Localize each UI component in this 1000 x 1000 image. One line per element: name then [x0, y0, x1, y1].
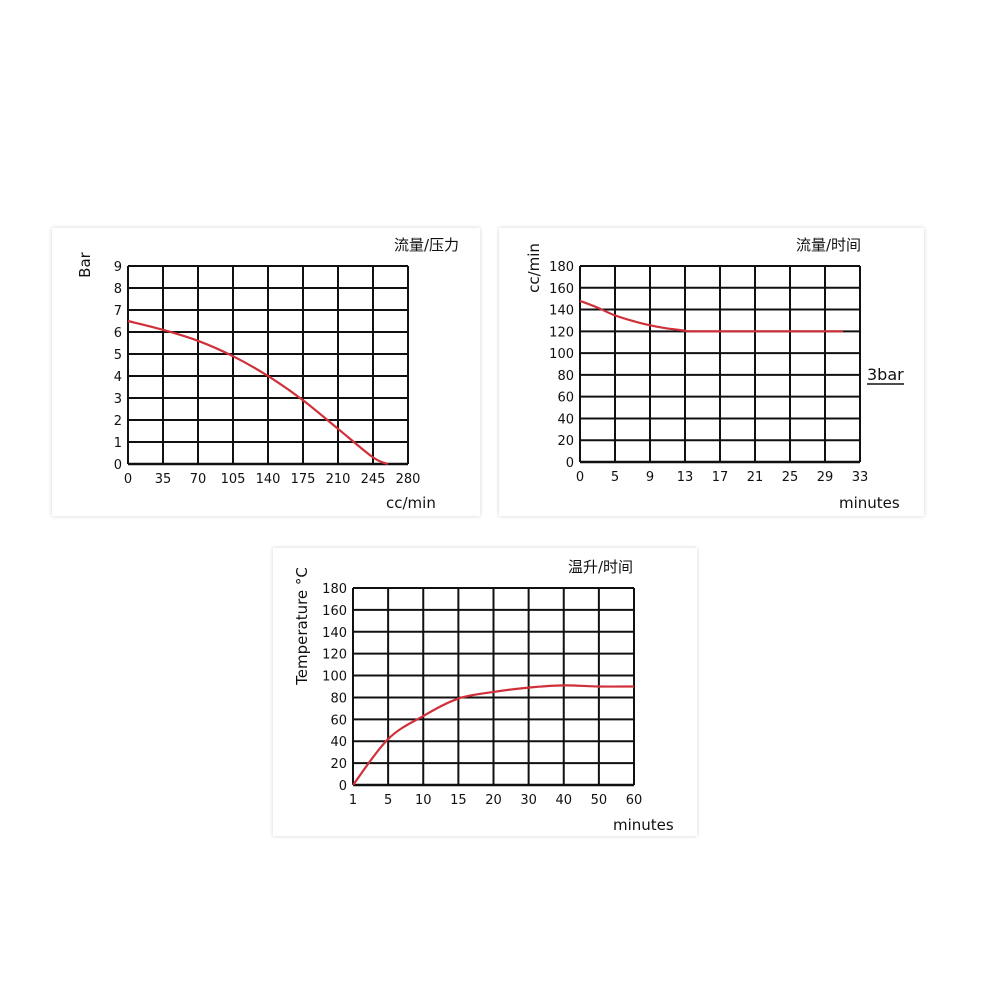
y-tick-label: 160 — [549, 282, 574, 297]
y-tick-label: 6 — [114, 326, 122, 341]
chart-card-flow-time: 流量/时间 cc/min minutes 3bar 0 5 9 13 17 21 25 29 3… — [499, 228, 924, 516]
x-axis-title: minutes — [613, 816, 674, 834]
x-tick-label: 245 — [361, 472, 386, 487]
x-tick-label: 105 — [221, 472, 246, 487]
x-tick-label: 5 — [611, 470, 619, 485]
chart-title: 流量/时间 — [796, 236, 861, 254]
x-axis-title: minutes — [839, 494, 900, 512]
y-tick-label: 140 — [322, 626, 347, 641]
y-axis-title: cc/min — [525, 243, 543, 293]
x-tick-label: 33 — [852, 470, 869, 485]
x-tick-label: 25 — [782, 470, 799, 485]
chart-card-temperature-time: 温升/时间 Temperature °C minutes 1 5 10 15 20 30 4… — [273, 548, 697, 836]
x-tick-label: 20 — [485, 793, 502, 808]
y-tick-label: 60 — [557, 391, 574, 406]
x-tick-label: 1 — [349, 793, 357, 808]
x-tick-label: 13 — [677, 470, 694, 485]
x-tick-label: 0 — [124, 472, 132, 487]
grid — [127, 265, 409, 466]
y-tick-label: 40 — [557, 412, 574, 427]
y-tick-label: 3 — [114, 392, 122, 407]
series-line — [127, 319, 389, 466]
chart-title: 流量/压力 — [394, 236, 459, 254]
x-tick-label: 210 — [326, 472, 351, 487]
x-tick-label: 10 — [415, 793, 432, 808]
x-tick-label: 70 — [190, 472, 207, 487]
flow-pressure-chart: 流量/压力 Bar cc/min 0 35 70 105 140 175 210 245 280… — [76, 236, 459, 512]
y-tick-label: 80 — [557, 369, 574, 384]
y-tick-label: 20 — [557, 434, 574, 449]
x-tick-label: 5 — [384, 793, 392, 808]
y-tick-label: 0 — [566, 456, 574, 471]
y-tick-label: 0 — [114, 458, 122, 473]
x-tick-label: 50 — [591, 793, 608, 808]
x-tick-label: 140 — [256, 472, 281, 487]
y-tick-label: 9 — [114, 260, 122, 275]
y-tick-label: 180 — [322, 582, 347, 597]
x-tick-label: 30 — [520, 793, 537, 808]
x-tick-label: 29 — [817, 470, 834, 485]
x-tick-label: 21 — [747, 470, 764, 485]
y-axis-title: Temperature °C — [293, 567, 311, 686]
y-tick-label: 100 — [549, 347, 574, 362]
x-tick-label: 60 — [626, 793, 643, 808]
y-tick-label: 7 — [114, 304, 122, 319]
y-tick-label: 60 — [330, 713, 347, 728]
x-tick-label: 40 — [555, 793, 572, 808]
y-tick-label: 40 — [330, 735, 347, 750]
y-tick-label: 0 — [339, 779, 347, 794]
y-tick-label: 140 — [549, 304, 574, 319]
chart-title: 温升/时间 — [568, 558, 633, 576]
x-tick-label: 35 — [155, 472, 172, 487]
y-tick-label: 4 — [114, 370, 122, 385]
y-tick-label: 5 — [114, 348, 122, 363]
y-tick-label: 2 — [114, 414, 122, 429]
series-line — [579, 299, 844, 333]
x-tick-label: 17 — [712, 470, 729, 485]
x-tick-label: 175 — [291, 472, 316, 487]
grid — [352, 587, 635, 787]
pressure-annotation: 3bar — [867, 365, 904, 384]
x-tick-label: 9 — [646, 470, 654, 485]
y-tick-label: 120 — [322, 648, 347, 663]
temperature-time-chart: 温升/时间 Temperature °C minutes 1 5 10 15 20 30 4… — [293, 558, 674, 834]
y-tick-label: 20 — [330, 757, 347, 772]
x-tick-label: 15 — [450, 793, 467, 808]
y-tick-label: 1 — [114, 436, 122, 451]
y-tick-label: 160 — [322, 604, 347, 619]
y-tick-label: 120 — [549, 325, 574, 340]
x-tick-label: 0 — [576, 470, 584, 485]
chart-card-flow-pressure: 流量/压力 Bar cc/min 0 35 70 105 140 175 210 245 280… — [52, 228, 480, 516]
y-tick-label: 80 — [330, 691, 347, 706]
flow-time-chart: 流量/时间 cc/min minutes 3bar 0 5 9 13 17 21 25 29 3… — [525, 236, 904, 512]
y-axis-title: Bar — [76, 251, 94, 277]
grid — [579, 265, 861, 464]
x-tick-label: 280 — [396, 472, 421, 487]
y-tick-label: 8 — [114, 282, 122, 297]
y-tick-label: 180 — [549, 260, 574, 275]
series-line — [352, 684, 635, 786]
x-axis-title: cc/min — [386, 494, 436, 512]
y-tick-label: 100 — [322, 670, 347, 685]
